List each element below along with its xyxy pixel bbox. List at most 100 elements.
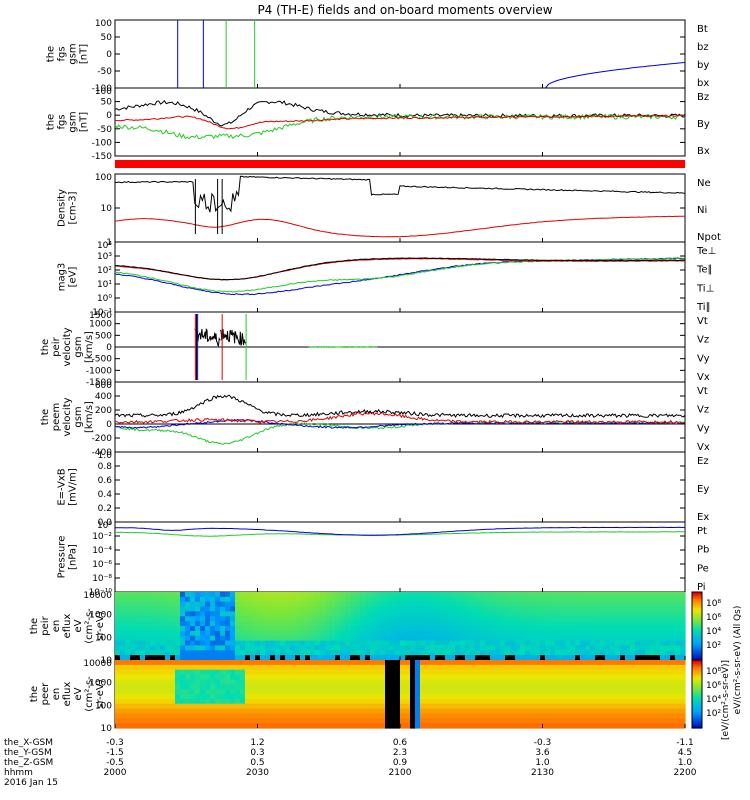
spectro-cell <box>220 708 226 715</box>
spectro-cell <box>580 669 586 676</box>
spectro-cell <box>545 606 551 613</box>
spectro-cell <box>445 713 451 719</box>
spectro-cell <box>290 635 296 642</box>
colorbar-tick: 10⁶ <box>706 681 721 691</box>
spectro-cell <box>280 645 286 651</box>
spectro-cell <box>380 606 386 613</box>
spectro-cell <box>190 626 196 632</box>
spectro-cell <box>235 611 241 617</box>
spectro-cell <box>330 684 336 690</box>
spectro-cell <box>330 592 336 598</box>
spectro-cell <box>595 655 601 661</box>
spectro-cell <box>135 674 141 681</box>
spectro-cell <box>130 698 136 705</box>
spectro-cell <box>410 621 416 627</box>
spectro-cell <box>385 718 391 724</box>
spectro-cell <box>620 694 626 700</box>
spectro-cell <box>605 596 611 603</box>
spectro-cell <box>300 655 306 661</box>
spectro-cell <box>455 703 461 710</box>
spectro-cell <box>665 596 671 603</box>
spectro-cell <box>345 684 351 690</box>
spectro-cell <box>640 606 646 613</box>
spectro-cell <box>680 713 686 719</box>
spectro-cell <box>380 689 386 695</box>
spectro-cell <box>200 684 206 690</box>
spectro-cell <box>580 723 586 729</box>
spectro-cell <box>440 679 446 685</box>
spectro-cell <box>615 611 621 617</box>
spectro-cell <box>395 640 401 647</box>
spectro-cell <box>395 660 401 666</box>
spectro-cell <box>675 684 681 690</box>
spectro-cell <box>565 626 571 632</box>
spectro-cell <box>425 674 431 681</box>
spectro-cell <box>490 630 496 637</box>
xaxis-row-label: hhmm <box>4 768 33 778</box>
spectro-cell <box>505 664 511 671</box>
spectro-cell <box>475 596 481 603</box>
ytick-label: 10 <box>101 656 113 666</box>
spectro-cell <box>180 669 186 676</box>
spectro-cell <box>265 669 271 676</box>
spectro-cell <box>295 635 301 642</box>
spectro-cell <box>140 708 146 715</box>
spectro-cell <box>575 674 581 681</box>
spectro-cell <box>320 606 326 613</box>
spectro-cell <box>230 592 236 598</box>
spectro-cell <box>395 621 401 627</box>
spectro-cell <box>670 708 676 715</box>
spectro-cell <box>270 601 276 608</box>
spectro-cell <box>400 723 406 729</box>
legend-density-1: Ni <box>697 205 707 216</box>
spectro-cell <box>655 601 661 608</box>
spectro-cell <box>210 669 216 676</box>
spectro-cell <box>170 630 176 637</box>
spectro-cell <box>460 655 466 661</box>
spectro-cell <box>345 611 351 617</box>
spectro-cell <box>365 630 371 637</box>
spectro-cell <box>420 601 426 608</box>
spectro-cell <box>480 655 486 661</box>
spectro-cell <box>585 698 591 705</box>
spectro-cell <box>360 708 366 715</box>
spectro-cell <box>420 674 426 681</box>
spectro-cell <box>165 611 171 617</box>
spectro-cell <box>410 655 416 661</box>
ytick-label: 100 <box>95 19 112 29</box>
spectro-cell <box>545 664 551 671</box>
spectro-cell <box>440 601 446 608</box>
spectro-cell <box>455 723 461 729</box>
spectro-cell <box>470 713 476 719</box>
spectro-cell <box>320 660 326 666</box>
spectro-cell <box>525 640 531 647</box>
chart-title: P4 (TH-E) fields and on-board moments ov… <box>257 3 552 17</box>
spectro-cell <box>675 640 681 647</box>
spectro-cell <box>195 660 201 666</box>
spectro-cell <box>620 679 626 685</box>
spectro-cell <box>305 708 311 715</box>
spectro-cell <box>340 664 346 671</box>
spectro-cell <box>575 650 581 656</box>
spectro-cell <box>275 703 281 710</box>
spectro-cell <box>500 660 506 666</box>
spectro-cell <box>485 635 491 642</box>
spectro-cell <box>255 650 261 656</box>
spectro-cell <box>245 601 251 608</box>
spectro-cell <box>435 708 441 715</box>
spectro-cell <box>530 621 536 627</box>
spectro-cell <box>310 679 316 685</box>
spectro-cell <box>430 650 436 656</box>
spectro-cell <box>405 635 411 642</box>
spectro-cell <box>255 694 261 700</box>
legend-fgs-2: by <box>697 60 709 71</box>
spectro-cell <box>190 655 196 661</box>
spectro-cell <box>625 703 631 710</box>
spectro-cell <box>455 630 461 637</box>
spectro-cell <box>470 616 476 622</box>
spectro-cell <box>440 645 446 651</box>
spectro-cell <box>645 596 651 603</box>
spectro-cell <box>495 698 501 705</box>
spectro-cell <box>555 611 561 617</box>
pressure-pi-line <box>115 526 686 536</box>
